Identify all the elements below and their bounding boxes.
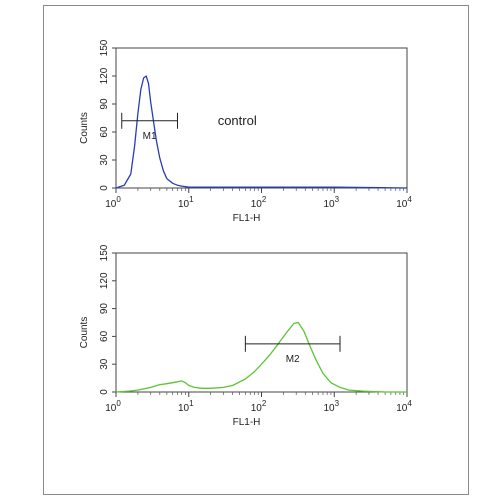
y-tick-label: 60	[99, 330, 110, 342]
x-axis-title: FL1-H	[233, 417, 261, 428]
y-axis-title: Counts	[79, 112, 90, 144]
x-tick-label: 103	[323, 399, 339, 414]
x-tick-label: 102	[251, 195, 267, 210]
gate-marker: M2	[244, 335, 341, 365]
y-tick-label: 0	[99, 185, 110, 191]
gate-label: M1	[143, 131, 157, 142]
top-histogram: 100 101 102 103 104 0 30 60 90 120 150 FL1-H Counts M…	[79, 39, 412, 224]
x-tick-label: 100	[105, 195, 121, 210]
histogram-line	[115, 75, 408, 189]
x-tick-label: 104	[396, 195, 412, 210]
y-tick-label: 150	[99, 39, 110, 56]
y-tick-label: 60	[99, 126, 110, 138]
y-tick-label: 90	[99, 303, 110, 315]
y-tick-label: 120	[99, 272, 110, 289]
x-tick-label: 101	[178, 195, 194, 210]
y-tick-label: 120	[99, 67, 110, 84]
x-axis-title: FL1-H	[233, 213, 261, 224]
y-axis-title: Counts	[79, 317, 90, 349]
gate-marker: M1	[121, 112, 178, 142]
x-tick-label: 103	[323, 195, 339, 210]
plot-area	[115, 47, 408, 189]
y-tick-label: 150	[99, 244, 110, 261]
y-tick-label: 30	[99, 154, 110, 166]
figure-frame	[43, 5, 469, 495]
x-tick-label: 104	[396, 399, 412, 414]
x-tick-label: 102	[251, 399, 267, 414]
histogram-line	[115, 321, 407, 393]
y-tick-label: 30	[99, 358, 110, 370]
x-tick-label: 101	[178, 399, 194, 414]
gate-label: M2	[286, 354, 300, 365]
bottom-histogram: 100 101 102 103 104 0 30 60 90 120 150 FL1-H Counts M…	[79, 244, 412, 428]
annotation-text: control	[218, 113, 257, 128]
plot-area	[115, 252, 408, 393]
x-tick-label: 100	[105, 399, 121, 414]
y-tick-label: 0	[99, 389, 110, 395]
y-tick-label: 90	[99, 98, 110, 110]
